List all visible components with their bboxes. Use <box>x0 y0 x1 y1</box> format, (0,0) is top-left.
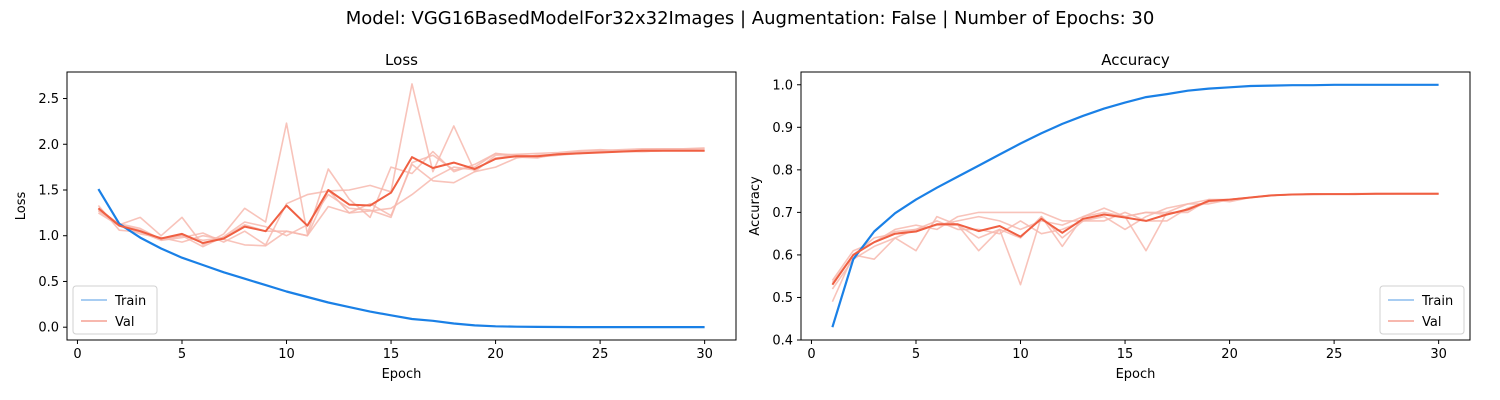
accuracy-title: Accuracy <box>1101 51 1170 69</box>
loss-ytick-label: 2.0 <box>38 138 59 153</box>
accuracy-ytick-label: 0.5 <box>772 291 793 306</box>
loss-xtick-label: 0 <box>73 347 81 362</box>
accuracy-chart: Accuracy 0 5 10 15 20 25 30 0.4 0.5 0.6 0.7 0.8 0.9 1.… <box>748 51 1471 382</box>
loss-val-fold-line <box>97 83 705 246</box>
accuracy-legend: Train Val <box>1379 285 1465 335</box>
loss-xtick-label: 30 <box>696 347 713 362</box>
loss-ytick-label: 0.5 <box>38 275 59 290</box>
figure-suptitle: Model: VGG16BasedModelFor32x32Images | A… <box>346 8 1155 29</box>
loss-xtick-label: 5 <box>178 347 186 362</box>
accuracy-ytick-label: 1.0 <box>772 78 793 93</box>
accuracy-train-mean-line <box>831 83 1439 328</box>
loss-val-fold-line <box>97 148 705 248</box>
loss-xlabel: Epoch <box>382 367 422 382</box>
loss-chart: Loss 0 5 10 15 20 25 30 0.0 0.5 1.0 1.5 2.0 2.5 Epoch L… <box>14 51 737 382</box>
loss-val-mean-line <box>97 149 705 244</box>
accuracy-xtick-label: 0 <box>807 347 815 362</box>
accuracy-xtick-label: 30 <box>1430 347 1447 362</box>
accuracy-ytick-label: 0.8 <box>772 163 793 178</box>
accuracy-axes-frame <box>800 71 1471 341</box>
accuracy-val-fold-line <box>831 192 1439 281</box>
loss-legend: Train Val <box>72 285 158 335</box>
loss-xtick-label: 15 <box>383 347 400 362</box>
loss-xtick-label: 10 <box>278 347 295 362</box>
loss-legend-label-train: Train <box>114 294 146 309</box>
loss-title: Loss <box>385 51 418 69</box>
loss-axes-frame <box>66 71 737 341</box>
accuracy-legend-label-val: Val <box>1422 315 1441 330</box>
accuracy-xtick-label: 5 <box>912 347 920 362</box>
accuracy-ylabel: Accuracy <box>748 176 763 236</box>
loss-ytick-label: 0.0 <box>38 321 59 336</box>
accuracy-ytick-label: 0.7 <box>772 206 793 221</box>
loss-ytick-label: 2.5 <box>38 92 59 107</box>
accuracy-xtick-label: 15 <box>1117 347 1134 362</box>
accuracy-xtick-label: 20 <box>1221 347 1238 362</box>
loss-train-mean-line <box>97 188 705 329</box>
loss-ylabel: Loss <box>14 192 29 221</box>
loss-xtick-label: 20 <box>487 347 504 362</box>
accuracy-ytick-label: 0.6 <box>772 248 793 263</box>
accuracy-xtick-label: 10 <box>1012 347 1029 362</box>
loss-xtick-label: 25 <box>592 347 609 362</box>
loss-ytick-label: 1.0 <box>38 229 59 244</box>
accuracy-xlabel: Epoch <box>1116 367 1156 382</box>
accuracy-xtick-label: 25 <box>1326 347 1343 362</box>
loss-legend-label-val: Val <box>115 315 134 330</box>
accuracy-legend-label-train: Train <box>1421 294 1453 309</box>
loss-ytick-label: 1.5 <box>38 183 59 198</box>
accuracy-val-fold-line <box>831 193 1439 303</box>
accuracy-val-fold-line <box>831 192 1439 290</box>
accuracy-val-mean-line <box>831 192 1439 286</box>
accuracy-ytick-label: 0.9 <box>772 121 793 136</box>
loss-val-fold-line <box>97 147 705 247</box>
accuracy-ytick-label: 0.4 <box>772 334 793 349</box>
